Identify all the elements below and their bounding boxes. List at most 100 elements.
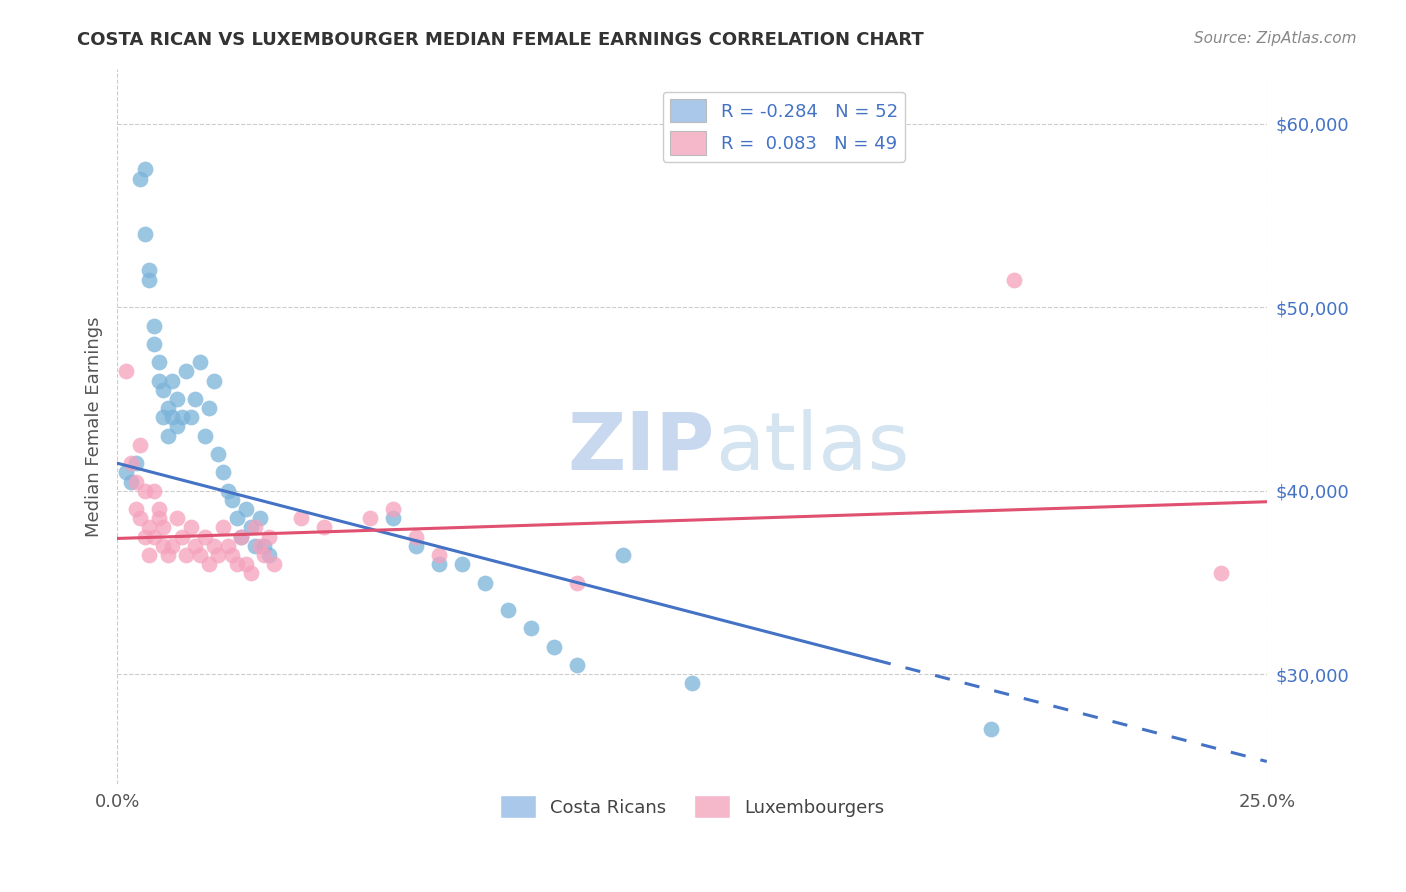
Point: [124, 475, 146, 489]
Text: COSTA RICAN VS LUXEMBOURGER MEDIAN FEMALE EARNINGS CORRELATION CHART: COSTA RICAN VS LUXEMBOURGER MEDIAN FEMAL…: [77, 31, 924, 49]
Point: [162, 374, 184, 388]
Point: [405, 530, 427, 544]
Point: [143, 483, 166, 498]
Point: [170, 410, 193, 425]
Point: [134, 530, 156, 544]
Point: [174, 548, 197, 562]
Point: [188, 355, 211, 369]
Point: [263, 557, 285, 571]
Point: [314, 520, 336, 534]
Point: [496, 603, 519, 617]
Point: [520, 621, 543, 635]
Point: [115, 364, 138, 378]
Point: [188, 548, 211, 562]
Point: [162, 410, 184, 425]
Point: [152, 539, 174, 553]
Point: [239, 566, 262, 581]
Point: [681, 676, 703, 690]
Point: [120, 456, 142, 470]
Point: [143, 337, 166, 351]
Point: [156, 401, 179, 416]
Point: [253, 539, 276, 553]
Point: [565, 658, 588, 673]
Point: [143, 530, 166, 544]
Point: [231, 530, 253, 544]
Point: [124, 456, 146, 470]
Point: [225, 557, 247, 571]
Point: [138, 548, 160, 562]
Point: [257, 530, 280, 544]
Point: [202, 539, 225, 553]
Point: [202, 374, 225, 388]
Point: [249, 539, 271, 553]
Point: [156, 428, 179, 442]
Point: [612, 548, 634, 562]
Point: [217, 483, 239, 498]
Point: [382, 502, 405, 516]
Point: [980, 723, 1002, 737]
Point: [427, 548, 450, 562]
Point: [198, 401, 221, 416]
Point: [193, 428, 215, 442]
Text: Source: ZipAtlas.com: Source: ZipAtlas.com: [1194, 31, 1357, 46]
Point: [427, 557, 450, 571]
Point: [184, 539, 207, 553]
Point: [198, 557, 221, 571]
Point: [174, 364, 197, 378]
Point: [129, 511, 152, 525]
Point: [143, 318, 166, 333]
Point: [134, 162, 156, 177]
Point: [166, 511, 188, 525]
Point: [212, 466, 235, 480]
Point: [239, 520, 262, 534]
Point: [207, 548, 229, 562]
Point: [148, 511, 170, 525]
Point: [166, 392, 188, 406]
Point: [382, 511, 405, 525]
Point: [138, 520, 160, 534]
Y-axis label: Median Female Earnings: Median Female Earnings: [86, 317, 103, 537]
Point: [148, 502, 170, 516]
Point: [129, 438, 152, 452]
Text: ZIP: ZIP: [568, 409, 716, 487]
Point: [405, 539, 427, 553]
Point: [249, 511, 271, 525]
Point: [231, 530, 253, 544]
Point: [474, 575, 496, 590]
Point: [180, 520, 202, 534]
Point: [207, 447, 229, 461]
Point: [170, 530, 193, 544]
Point: [138, 263, 160, 277]
Point: [120, 475, 142, 489]
Point: [217, 539, 239, 553]
Point: [565, 575, 588, 590]
Point: [180, 410, 202, 425]
Point: [235, 557, 257, 571]
Text: atlas: atlas: [716, 409, 910, 487]
Point: [1002, 272, 1025, 286]
Point: [359, 511, 381, 525]
Point: [124, 502, 146, 516]
Legend: Costa Ricans, Luxembourgers: Costa Ricans, Luxembourgers: [492, 788, 891, 825]
Point: [221, 548, 243, 562]
Point: [129, 171, 152, 186]
Point: [1209, 566, 1232, 581]
Point: [166, 419, 188, 434]
Point: [193, 530, 215, 544]
Point: [243, 539, 266, 553]
Point: [184, 392, 207, 406]
Point: [152, 520, 174, 534]
Point: [221, 492, 243, 507]
Point: [156, 548, 179, 562]
Point: [115, 466, 138, 480]
Point: [253, 548, 276, 562]
Point: [134, 483, 156, 498]
Point: [148, 374, 170, 388]
Point: [212, 520, 235, 534]
Point: [243, 520, 266, 534]
Point: [148, 355, 170, 369]
Point: [290, 511, 312, 525]
Point: [225, 511, 247, 525]
Point: [152, 410, 174, 425]
Point: [134, 227, 156, 241]
